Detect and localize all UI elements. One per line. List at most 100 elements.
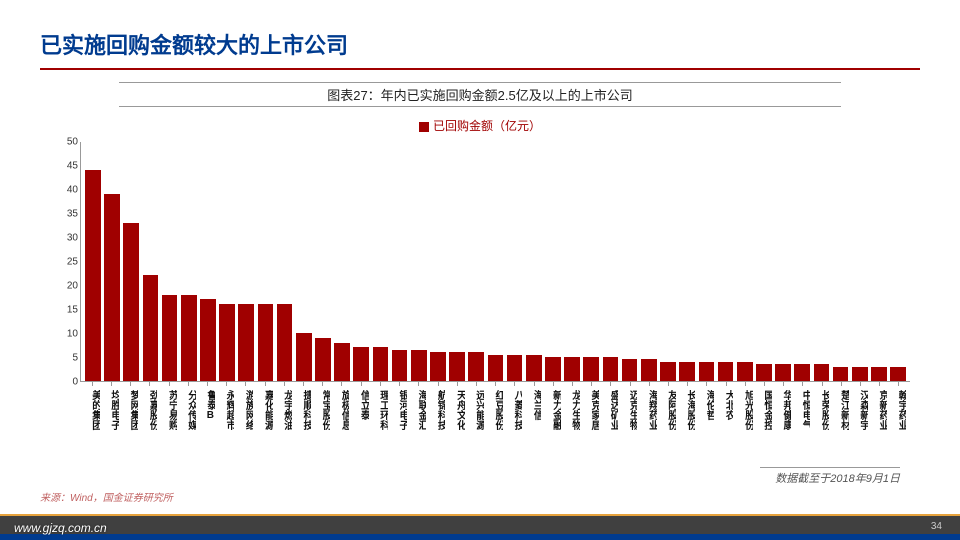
chart-bar xyxy=(392,350,408,381)
x-category-label: 友阿股份 xyxy=(660,390,676,450)
chart-bar xyxy=(564,357,580,381)
chart-bar xyxy=(411,350,427,381)
x-category-label: 远兴能源 xyxy=(468,390,484,450)
x-category-label: 红豆股份 xyxy=(487,390,503,450)
x-category-label: 龙力生物 xyxy=(564,390,580,450)
page-title: 已实施回购金额较大的上市公司 xyxy=(40,28,920,70)
x-category-label: 银河电子 xyxy=(391,390,407,450)
chart-bar xyxy=(296,333,312,381)
x-category-label: 永辉超市 xyxy=(218,390,234,450)
chart-legend: 已回购金额（亿元） xyxy=(40,117,920,134)
x-category-label: 信立泰 xyxy=(353,390,369,450)
chart-bar xyxy=(373,347,389,381)
x-category-label: 海兰信 xyxy=(526,390,542,450)
x-category-label: 游族网络 xyxy=(238,390,254,450)
x-category-label: 海翔药业 xyxy=(641,390,657,450)
x-category-label: 楚江新材 xyxy=(833,390,849,450)
chart-bar xyxy=(737,362,753,381)
y-tick-label: 0 xyxy=(72,377,78,388)
chart-bar xyxy=(603,357,619,381)
footer-url: www.gjzq.com.cn xyxy=(14,521,107,535)
legend-label: 已回购金额（亿元） xyxy=(433,119,541,133)
y-tick-label: 45 xyxy=(67,161,78,172)
bar-chart: 05101520253035404550 美的集团均胜电子梦网集团劲嘉股份苏宁易… xyxy=(50,142,910,382)
x-category-label: 劲嘉股份 xyxy=(142,390,158,450)
chart-bar xyxy=(277,304,293,381)
x-category-label: 盛达矿业 xyxy=(602,390,618,450)
chart-bar xyxy=(660,362,676,381)
x-category-label: 大北农 xyxy=(718,390,734,450)
y-tick-label: 20 xyxy=(67,281,78,292)
chart-bar xyxy=(507,355,523,381)
x-category-label: 分众传媒 xyxy=(180,390,196,450)
chart-bar xyxy=(181,295,197,381)
x-category-label: 长海股份 xyxy=(679,390,695,450)
chart-bar xyxy=(315,338,331,381)
chart-bar xyxy=(219,304,235,381)
x-category-label: 迈克生物 xyxy=(622,390,638,450)
date-note: 数据截至于2018年9月1日 xyxy=(760,467,900,486)
y-axis: 05101520253035404550 xyxy=(50,142,78,382)
chart-bar xyxy=(143,275,159,381)
x-category-label: 旭光股份 xyxy=(737,390,753,450)
chart-bar xyxy=(258,304,274,381)
x-category-label: 航锦科技 xyxy=(430,390,446,450)
chart-bar xyxy=(123,223,139,381)
chart-bar xyxy=(814,364,830,381)
chart-bar xyxy=(545,357,561,381)
chart-bar xyxy=(85,170,101,381)
chart-bar xyxy=(583,357,599,381)
chart-bar xyxy=(334,343,350,381)
y-tick-label: 10 xyxy=(67,329,78,340)
chart-bar xyxy=(871,367,887,381)
y-tick-label: 40 xyxy=(67,185,78,196)
chart-bar xyxy=(756,364,772,381)
x-category-label: 翰宇药业 xyxy=(891,390,907,450)
x-axis-labels: 美的集团均胜电子梦网集团劲嘉股份苏宁易购分众传媒鲁泰B永辉超市游族网络嘉化能源龙… xyxy=(80,390,910,450)
x-category-label: 中恒电气 xyxy=(795,390,811,450)
chart-bar xyxy=(641,359,657,381)
page-number: 34 xyxy=(931,521,942,532)
chart-caption: 图表27：年内已实施回购金额2.5亿及以上的上市公司 xyxy=(119,82,841,107)
y-tick-label: 25 xyxy=(67,257,78,268)
chart-bar xyxy=(794,364,810,381)
chart-bar xyxy=(699,362,715,381)
x-category-label: 均胜电子 xyxy=(103,390,119,450)
x-category-label: 鲁泰B xyxy=(199,390,215,450)
x-category-label: 海联金汇 xyxy=(410,390,426,450)
y-tick-label: 50 xyxy=(67,137,78,148)
chart-bar xyxy=(622,359,638,381)
chart-bar xyxy=(200,299,216,381)
chart-bar xyxy=(833,367,849,381)
chart-bar xyxy=(526,355,542,381)
chart-bar xyxy=(679,362,695,381)
chart-bar xyxy=(468,352,484,381)
y-tick-label: 35 xyxy=(67,209,78,220)
x-category-label: 梦网集团 xyxy=(122,390,138,450)
chart-bar xyxy=(852,367,868,381)
chart-bar xyxy=(890,367,906,381)
x-category-label: 汉森新宇 xyxy=(852,390,868,450)
x-category-label: 苏宁易购 xyxy=(161,390,177,450)
x-category-label: 旋极信息 xyxy=(334,390,350,450)
x-category-label: 京新药业 xyxy=(871,390,887,450)
chart-bar xyxy=(104,194,120,381)
y-tick-label: 30 xyxy=(67,233,78,244)
chart-plot xyxy=(80,142,910,382)
y-tick-label: 5 xyxy=(72,353,78,364)
x-category-label: 华邦健康 xyxy=(775,390,791,450)
footer-bar xyxy=(0,514,960,540)
x-category-label: 新力金融 xyxy=(545,390,561,450)
chart-bar xyxy=(238,304,254,381)
x-category-label: 捷顺科技 xyxy=(295,390,311,450)
chart-bar xyxy=(488,355,504,381)
x-category-label: 长荣股份 xyxy=(814,390,830,450)
chart-bar xyxy=(775,364,791,381)
chart-bar xyxy=(718,362,734,381)
chart-bar xyxy=(449,352,465,381)
x-category-label: 天舟文化 xyxy=(449,390,465,450)
x-category-label: 嘉化能源 xyxy=(257,390,273,450)
x-category-label: 美的集团 xyxy=(84,390,100,450)
x-category-label: 常宝股份 xyxy=(314,390,330,450)
x-category-label: 龙宇燃油 xyxy=(276,390,292,450)
